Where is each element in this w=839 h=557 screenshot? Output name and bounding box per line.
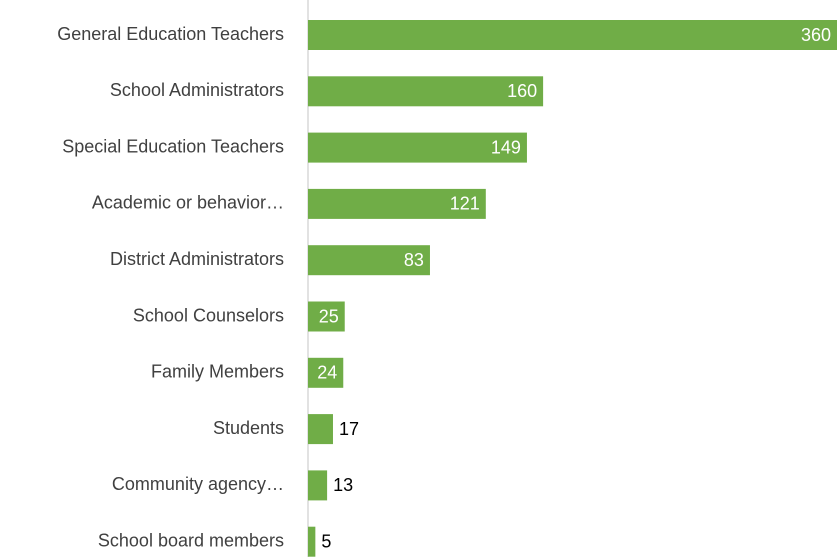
bar — [308, 470, 328, 501]
data-label: 25 — [319, 306, 339, 326]
y-tick-label: Students — [213, 418, 284, 438]
bar — [308, 301, 345, 332]
bar — [308, 188, 486, 219]
bar — [308, 76, 544, 107]
data-label: 160 — [507, 81, 537, 101]
bar — [308, 20, 837, 50]
y-tick-label: General Education Teachers — [57, 24, 284, 44]
data-label: 13 — [333, 475, 353, 495]
bar — [308, 414, 333, 445]
y-tick-label: School Counselors — [133, 305, 284, 325]
data-label: 24 — [317, 363, 337, 383]
bar — [308, 245, 430, 276]
y-tick-label: Family Members — [151, 362, 284, 382]
data-label: 5 — [321, 531, 331, 551]
y-tick-label: District Administrators — [110, 249, 284, 269]
y-tick-label: School board members — [98, 530, 284, 550]
data-label: 360 — [801, 25, 831, 45]
data-label: 121 — [450, 194, 480, 214]
y-tick-label: Academic or behavior… — [92, 193, 284, 213]
data-label: 17 — [339, 419, 359, 439]
y-tick-label: School Administrators — [110, 80, 284, 100]
data-label: 149 — [491, 137, 521, 157]
y-tick-label: Community agency… — [112, 474, 284, 494]
data-label: 83 — [404, 250, 424, 270]
y-tick-label: Special Education Teachers — [62, 136, 284, 156]
bar — [308, 132, 527, 163]
bar — [308, 526, 316, 557]
bar — [308, 357, 344, 388]
